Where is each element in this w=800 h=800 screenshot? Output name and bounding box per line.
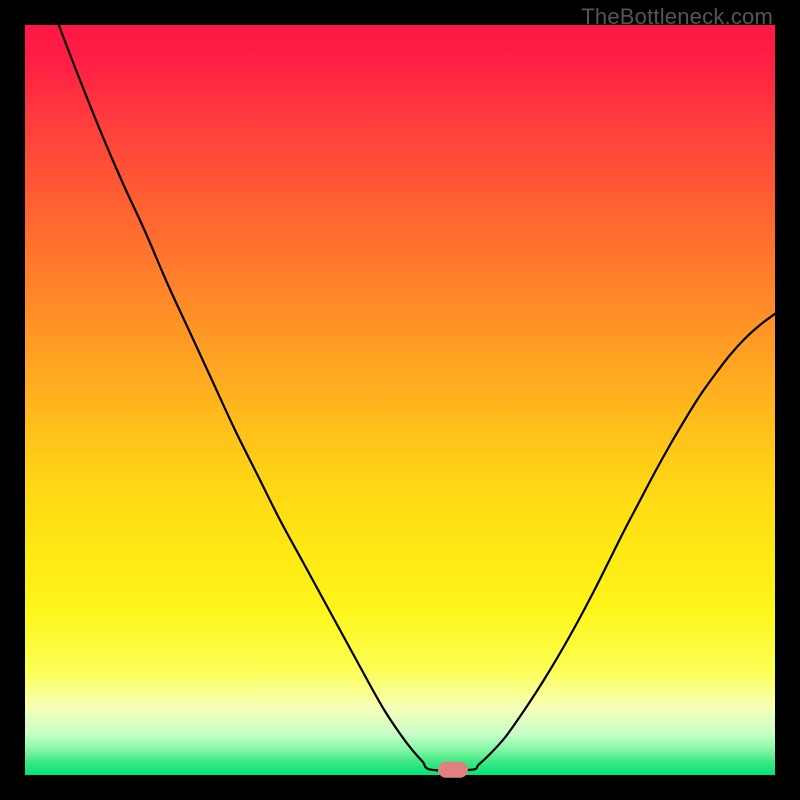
optimal-marker xyxy=(438,762,468,779)
chart-frame: TheBottleneck.com xyxy=(0,0,800,800)
bottleneck-curve-svg xyxy=(25,25,775,775)
watermark-text: TheBottleneck.com xyxy=(581,4,773,30)
gradient-background xyxy=(25,25,775,775)
plot-area xyxy=(25,25,775,775)
bottleneck-curve xyxy=(59,25,775,771)
